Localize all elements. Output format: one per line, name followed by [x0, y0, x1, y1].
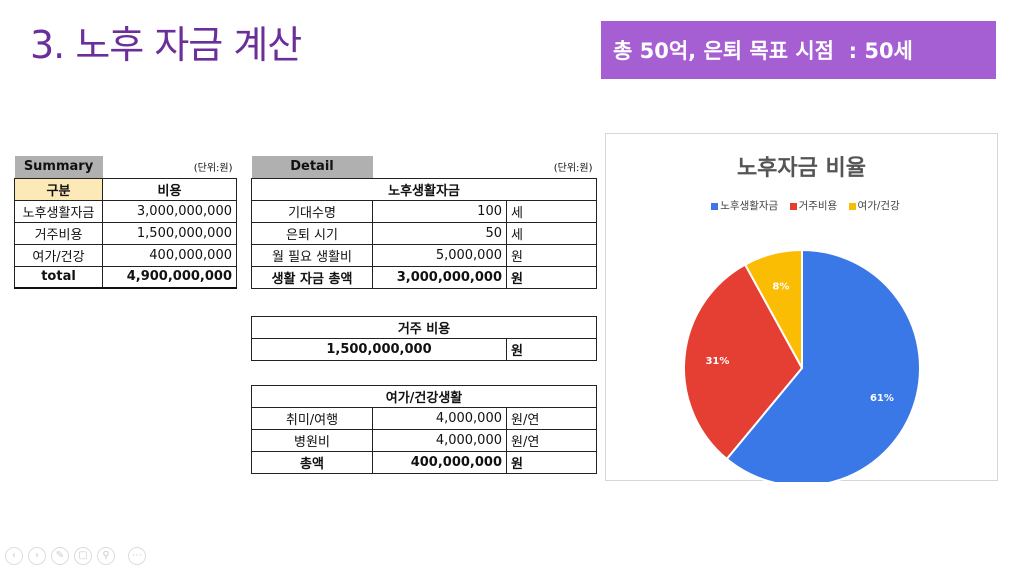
- living-row-label: 은퇴 시기: [251, 221, 373, 245]
- detail-header: Detail: [251, 156, 373, 178]
- living-row-unit: 원: [506, 243, 597, 267]
- pie-chart[interactable]: 노후자금 비율 노후생활자금 거주비용 여가/건강 61% 31% 8%: [605, 133, 998, 482]
- leisure-row-value: 4,000,000: [372, 407, 507, 430]
- legend-swatch: [848, 202, 856, 210]
- more-icon[interactable]: ⋯: [128, 547, 146, 565]
- leisure-row-label: 취미/여행: [251, 407, 373, 430]
- table-row: 생활 자금 총액 3,000,000,000 원: [251, 265, 597, 289]
- summary-row-value: 1,500,000,000: [102, 221, 237, 245]
- pie-label-0: 61%: [870, 393, 894, 404]
- table-row: 취미/여행 4,000,000 원/연: [251, 407, 598, 430]
- summary-row-label: 여가/건강: [14, 243, 103, 267]
- living-row-value: 100: [372, 199, 507, 223]
- detail-housing-table: 거주 비용 1,500,000,000 원: [251, 316, 597, 361]
- summary-col-cost: 비용: [102, 177, 237, 201]
- leisure-total-unit: 원: [505, 451, 598, 474]
- leisure-title: 여가/건강생활: [250, 385, 598, 408]
- legend-label: 거주비용: [798, 200, 838, 212]
- living-row-label: 기대수명: [251, 199, 373, 223]
- detail-living-table: Detail (단위:원) 노후생활자금 기대수명 100 세 은퇴 시기 50…: [251, 156, 597, 289]
- summary-unit: (단위:원): [193, 163, 233, 175]
- legend-swatch: [789, 202, 797, 210]
- pie-slice-2: [743, 248, 803, 369]
- next-icon[interactable]: ›: [28, 547, 46, 565]
- leisure-row-unit: 원/연: [505, 407, 598, 430]
- table-row: 기대수명 100 세: [251, 199, 597, 223]
- leisure-row-label: 병원비: [251, 429, 373, 452]
- summary-total-label: total: [14, 265, 103, 289]
- summary-row-value: 400,000,000: [102, 243, 237, 267]
- legend-swatch: [711, 202, 719, 210]
- detail-leisure-table: 여가/건강생활 취미/여행 4,000,000 원/연 병원비 4,000,00…: [250, 385, 598, 474]
- pie-slice-1: [683, 263, 804, 461]
- summary-row-label: 거주비용: [14, 221, 103, 245]
- pen-icon[interactable]: ✎: [51, 547, 69, 565]
- summary-total-value: 4,900,000,000: [102, 265, 237, 289]
- pie-label-1: 31%: [705, 356, 729, 367]
- table-row: 총액 400,000,000 원: [251, 451, 598, 474]
- detail-unit: (단위:원): [553, 163, 593, 175]
- table-row: 병원비 4,000,000 원/연: [251, 429, 598, 452]
- housing-title: 거주 비용: [251, 316, 597, 339]
- pie-slice-0: [725, 248, 921, 482]
- leisure-total-value: 400,000,000: [372, 451, 507, 474]
- summary-col-category: 구분: [14, 177, 103, 201]
- living-row-value: 50: [372, 221, 507, 245]
- legend-label: 노후생활자금: [720, 200, 779, 212]
- table-row: total 4,900,000,000: [14, 265, 237, 289]
- leisure-total-label: 총액: [251, 451, 373, 474]
- summary-header: Summary: [14, 156, 103, 178]
- chart-title: 노후자금 비율: [736, 156, 867, 181]
- living-row-unit: 세: [506, 199, 597, 223]
- slide-title: 3. 노후 자금 계산: [30, 23, 302, 67]
- housing-unit: 원: [506, 338, 597, 361]
- table-row: 1,500,000,000 원: [251, 338, 597, 361]
- living-total-unit: 원: [506, 265, 597, 289]
- pie-svg: 61% 31% 8%: [683, 248, 921, 482]
- summary-row-label: 노후생활자금: [14, 199, 103, 223]
- table-row: 월 필요 생활비 5,000,000 원: [251, 243, 597, 267]
- living-total-value: 3,000,000,000: [372, 265, 507, 289]
- summary-table: Summary (단위:원) 구분 비용 노후생활자금 3,000,000,00…: [14, 156, 237, 289]
- leisure-row-unit: 원/연: [505, 429, 598, 452]
- pie-label-2: 8%: [772, 282, 789, 293]
- table-row: 은퇴 시기 50 세: [251, 221, 597, 245]
- slides-icon[interactable]: ▢: [74, 547, 92, 565]
- living-title: 노후생활자금: [251, 177, 597, 201]
- living-row-unit: 세: [506, 221, 597, 245]
- living-total-label: 생활 자금 총액: [251, 265, 373, 289]
- living-row-label: 월 필요 생활비: [251, 243, 373, 267]
- table-row: 여가/건강 400,000,000: [14, 243, 237, 267]
- leisure-row-value: 4,000,000: [372, 429, 507, 452]
- table-row: 거주비용 1,500,000,000: [14, 221, 237, 245]
- chart-legend: 노후생활자금 거주비용 여가/건강: [606, 198, 997, 213]
- zoom-icon[interactable]: ⚲: [97, 547, 115, 565]
- table-row: 노후생활자금 3,000,000,000: [14, 199, 237, 223]
- goal-banner: 총 50억, 은퇴 목표 시점 : 50세: [601, 21, 996, 79]
- housing-value: 1,500,000,000: [251, 338, 507, 361]
- summary-row-value: 3,000,000,000: [102, 199, 237, 223]
- living-row-value: 5,000,000: [372, 243, 507, 267]
- legend-label: 여가/건강: [857, 200, 900, 212]
- prev-icon[interactable]: ‹: [5, 547, 23, 565]
